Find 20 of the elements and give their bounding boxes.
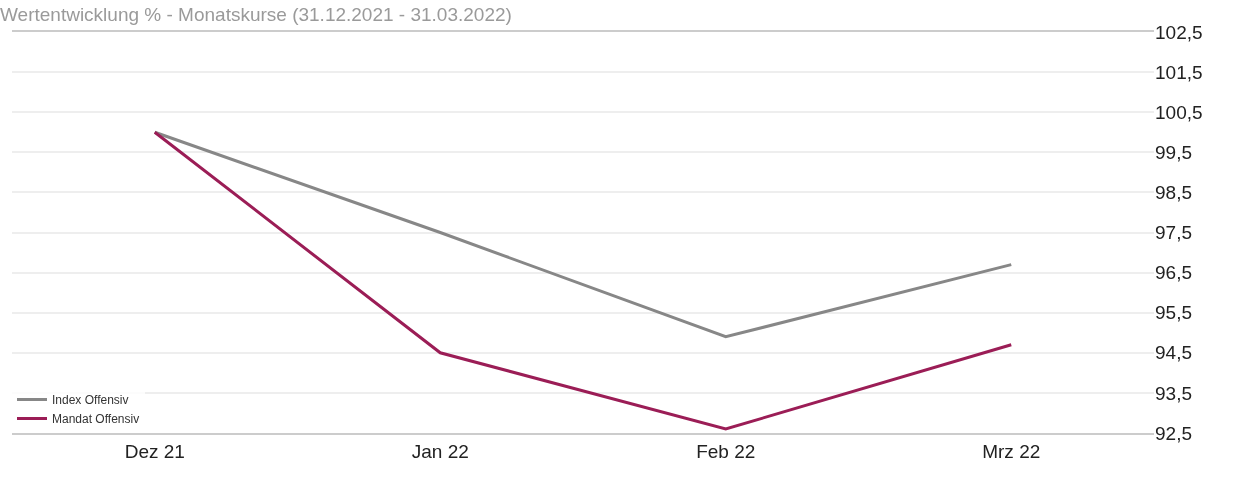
- y-tick-label: 102,5: [1155, 21, 1203, 43]
- y-tick-label: 94,5: [1155, 342, 1192, 364]
- x-tick-label: Dez 21: [124, 440, 185, 462]
- line-series: [153, 130, 1013, 339]
- x-tick-label: Mrz 22: [982, 440, 1041, 462]
- y-tick-label: 98,5: [1155, 182, 1192, 204]
- y-tick-label: 92,5: [1155, 422, 1192, 444]
- y-tick-label: 93,5: [1155, 382, 1192, 404]
- chart-title: Wertentwicklung % - Monatskurse (31.12.2021 - 31.03.2022): [0, 3, 512, 25]
- y-tick-label: 96,5: [1155, 262, 1192, 284]
- y-tick-label: 95,5: [1155, 302, 1192, 324]
- x-tick-label: Feb 22: [696, 440, 756, 462]
- line-series: [153, 130, 1013, 431]
- y-tick-label: 97,5: [1155, 222, 1192, 244]
- y-tick-label: 101,5: [1155, 61, 1203, 83]
- y-tick-label: 99,5: [1155, 141, 1192, 163]
- y-tick-label: 100,5: [1155, 101, 1203, 123]
- legend-label: Mandat Offensiv: [52, 412, 140, 427]
- legend-label: Index Offensiv: [52, 393, 129, 408]
- x-tick-label: Jan 22: [411, 440, 469, 462]
